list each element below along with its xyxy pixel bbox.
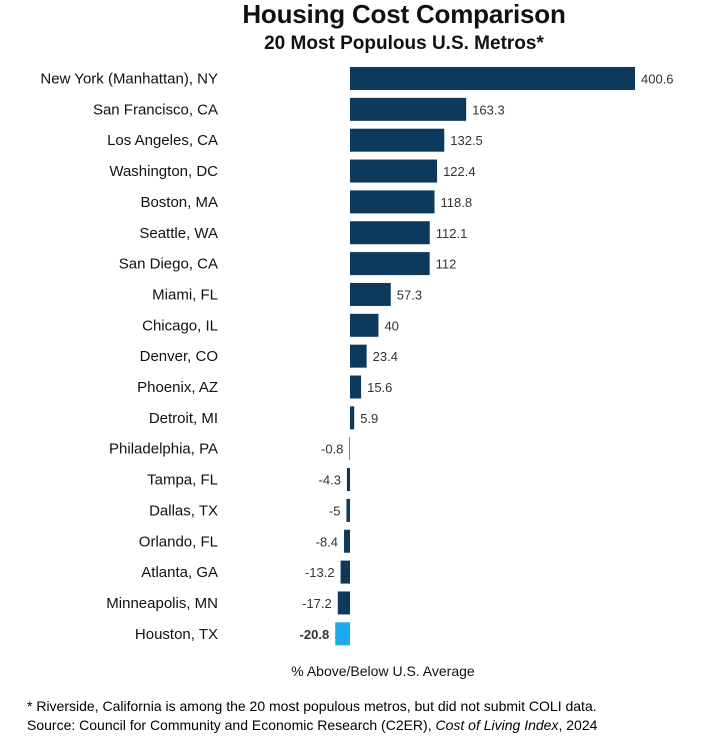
- data-label: 57.3: [397, 287, 422, 302]
- data-label: 118.8: [441, 195, 473, 210]
- source-suffix: , 2024: [558, 717, 598, 733]
- source-title: Cost of Living Index: [435, 717, 559, 733]
- bar: [350, 282, 391, 306]
- data-label: -8.4: [316, 534, 338, 549]
- data-label: 23.4: [373, 349, 398, 364]
- category-label: Detroit, MI: [149, 410, 218, 427]
- bar: [344, 529, 350, 553]
- category-label: Houston, TX: [135, 626, 218, 643]
- bar: [350, 128, 445, 152]
- category-label: Miami, FL: [152, 286, 218, 303]
- category-label: San Francisco, CA: [93, 101, 218, 118]
- bar: [340, 560, 350, 584]
- data-label: 112.1: [436, 226, 468, 241]
- data-label: 132.5: [450, 133, 483, 148]
- data-label: -5: [329, 503, 341, 518]
- category-label: Washington, DC: [109, 163, 218, 180]
- bar: [350, 344, 367, 368]
- data-label: -17.2: [302, 596, 332, 611]
- source-note: Source: Council for Community and Econom…: [27, 716, 597, 734]
- chart-title: Housing Cost Comparison: [242, 0, 566, 29]
- category-label: Denver, CO: [140, 348, 218, 365]
- category-label: Tampa, FL: [147, 472, 218, 489]
- data-label: -4.3: [319, 473, 341, 488]
- category-label: Boston, MA: [140, 194, 218, 211]
- bar: [350, 375, 362, 399]
- data-label: 112: [436, 257, 457, 272]
- bar: [350, 221, 430, 245]
- data-label: -0.8: [321, 442, 343, 457]
- bar: [346, 468, 350, 492]
- data-label: -20.8: [300, 627, 330, 642]
- category-label: New York (Manhattan), NY: [40, 71, 218, 88]
- data-label: 122.4: [443, 164, 476, 179]
- source-prefix: Source: Council for Community and Econom…: [27, 717, 436, 733]
- data-label: 163.3: [472, 102, 505, 117]
- footnote: * Riverside, California is among the 20 …: [27, 698, 597, 714]
- data-label: 5.9: [360, 411, 378, 426]
- bar: [350, 252, 430, 276]
- category-label: Orlando, FL: [139, 533, 218, 550]
- bar: [346, 498, 350, 522]
- category-label: San Diego, CA: [119, 256, 218, 273]
- category-label: Atlanta, GA: [141, 564, 218, 581]
- bar: [350, 190, 435, 214]
- bar: [350, 67, 635, 90]
- bar-chart: New York (Manhattan), NY 400.6 San Francis…: [40, 67, 674, 646]
- category-label: Los Angeles, CA: [107, 132, 218, 149]
- category-label: Dallas, TX: [149, 502, 218, 519]
- category-label: Phoenix, AZ: [137, 379, 218, 396]
- data-label: -13.2: [305, 565, 335, 580]
- data-label: 15.6: [367, 380, 392, 395]
- data-label: 400.6: [641, 72, 674, 87]
- data-label: 40: [384, 318, 398, 333]
- x-axis-label: % Above/Below U.S. Average: [291, 663, 475, 679]
- bar: [350, 313, 379, 337]
- bar: [350, 97, 467, 121]
- chart-subtitle: 20 Most Populous U.S. Metros*: [264, 33, 544, 54]
- category-label: Minneapolis, MN: [106, 595, 218, 612]
- category-label: Philadelphia, PA: [109, 441, 218, 458]
- category-label: Seattle, WA: [139, 225, 218, 242]
- bar: [335, 622, 350, 646]
- category-label: Chicago, IL: [142, 317, 218, 334]
- bar: [349, 437, 351, 461]
- bar: [337, 591, 350, 615]
- bar: [350, 406, 355, 430]
- bar: [350, 159, 438, 183]
